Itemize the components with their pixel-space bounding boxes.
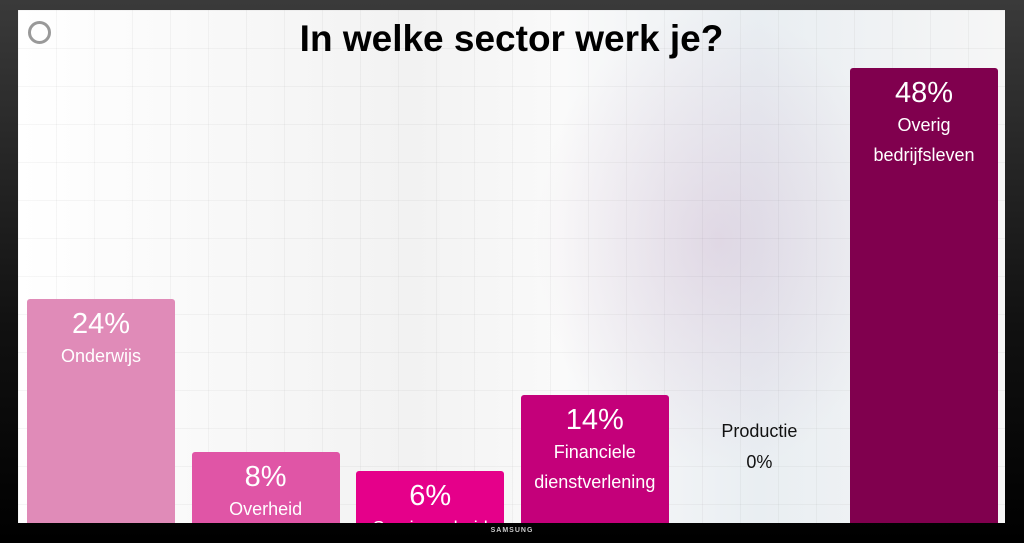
bar[interactable]: 6%Semi overheid xyxy=(356,471,505,523)
bar-category-label: Overheid xyxy=(229,499,303,520)
loading-spinner-icon xyxy=(28,21,51,44)
bar[interactable]: 24% Onderwijs xyxy=(27,298,175,523)
bar-category-label: Financiele dienstverlening xyxy=(534,441,656,492)
bar-value-label: 8% xyxy=(244,461,287,494)
outer-category-label: Productie xyxy=(721,421,798,441)
bar-value-label: 14% xyxy=(565,403,624,436)
bar[interactable]: 48% Overig bedrijfsleven xyxy=(850,68,998,523)
bar-category-label: Semi overheid xyxy=(356,513,504,523)
bar-value-label: 6% xyxy=(409,480,452,513)
bar-category-label: Overig bedrijfsleven xyxy=(873,115,975,166)
bar-value-label: 48% xyxy=(894,77,954,110)
chart-title: In welke sector werk je? xyxy=(299,18,724,59)
tv-screen: In welke sector werk je? 24% Onderwijs 8% O… xyxy=(18,10,1005,523)
bar-value-label: 24% xyxy=(71,307,131,340)
bar-category-label: Onderwijs xyxy=(60,345,142,366)
outer-value-label: 0% xyxy=(746,452,773,472)
bar[interactable]: 14% Financiele dienstverlening xyxy=(520,394,669,523)
bar[interactable]: 8% Overheid xyxy=(191,452,340,523)
tv-brand-logo: SAMSUNG xyxy=(490,527,534,534)
outer-label: Productie 0% xyxy=(685,416,833,478)
